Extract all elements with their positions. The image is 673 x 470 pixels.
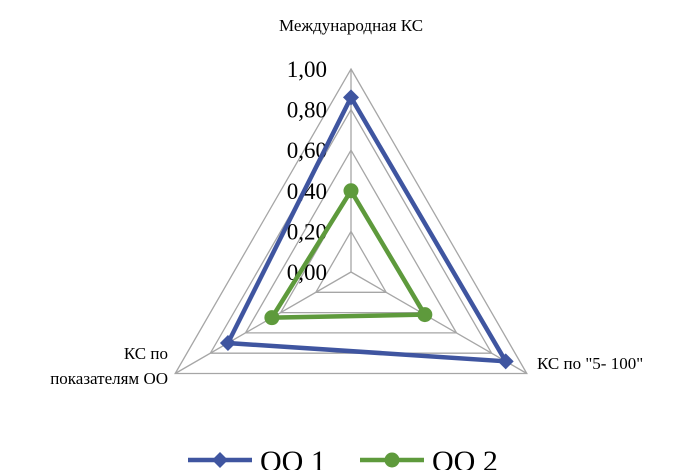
grid-ring xyxy=(174,67,528,375)
data-point xyxy=(497,353,514,370)
grid-spoke xyxy=(350,271,528,375)
legend-label: ОО 1 xyxy=(260,445,326,470)
radial-tick-label: 0,80 xyxy=(287,98,327,123)
series-2 xyxy=(264,183,433,326)
data-point xyxy=(264,310,280,326)
grid-spoke xyxy=(174,271,352,375)
series-line xyxy=(224,92,510,364)
data-series xyxy=(219,89,514,370)
legend-item-1: ОО 1 xyxy=(188,445,326,470)
grid-ring xyxy=(314,230,388,293)
category-label: Международная КС xyxy=(279,16,423,35)
radar-grid xyxy=(174,67,528,375)
data-point xyxy=(343,89,359,106)
data-point xyxy=(219,335,236,352)
category-label: КС по показателям ОО xyxy=(50,344,168,388)
series-line xyxy=(267,186,429,321)
legend: ОО 1 ОО 2 xyxy=(188,445,498,470)
category-labels: Международная КС КС по "5- 100" КС по показ… xyxy=(50,16,643,388)
legend-item-2: ОО 2 xyxy=(360,445,498,470)
series-1 xyxy=(219,89,514,370)
legend-marker xyxy=(384,452,400,468)
legend-marker xyxy=(212,452,228,468)
grid-ring xyxy=(244,148,458,334)
data-point xyxy=(417,307,433,323)
radial-tick-label: 1,00 xyxy=(287,57,327,82)
category-label: КС по "5- 100" xyxy=(537,354,643,373)
radial-tick-labels: 0,000,200,400,600,801,00 xyxy=(287,57,327,285)
legend-label: ОО 2 xyxy=(432,445,498,470)
data-point xyxy=(343,183,359,199)
